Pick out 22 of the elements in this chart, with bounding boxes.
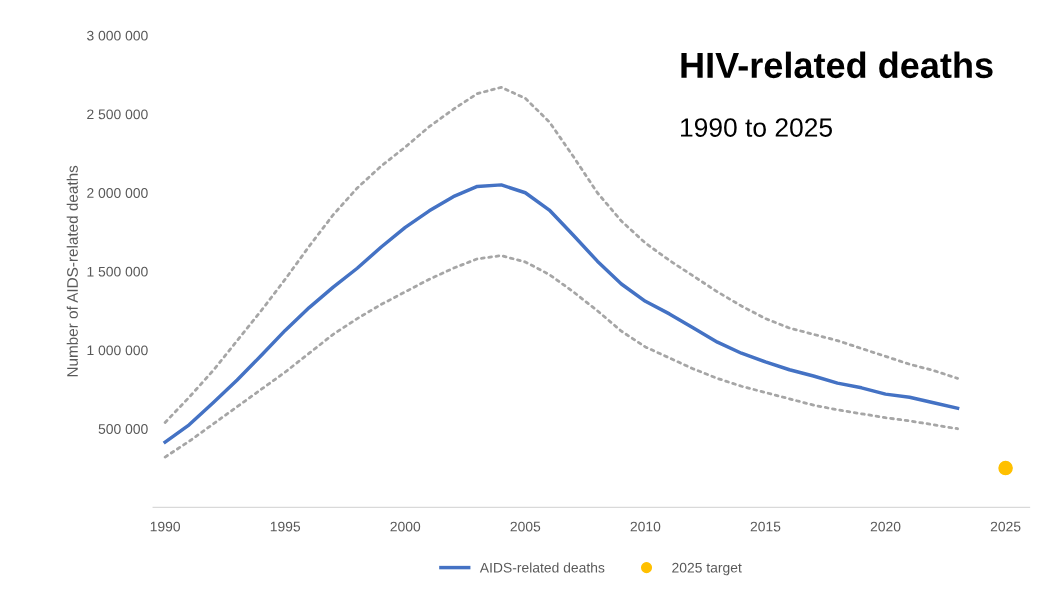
line-series [163, 254, 959, 459]
x-tick-label: 2015 [750, 521, 781, 532]
x-tick-label: 1990 [150, 521, 181, 532]
y-tick-label: 3 000 000 [87, 30, 148, 41]
y-tick-label: 1 000 000 [87, 345, 148, 356]
x-tick-label: 2025 [990, 521, 1021, 532]
y-tick-label: 2 500 000 [87, 109, 148, 120]
x-tick-label: 1995 [270, 521, 301, 532]
text: 1990 to 2025 [681, 118, 832, 137]
chart-title: HIV-related deaths [681, 51, 993, 79]
x-tick-label: 2010 [630, 521, 661, 532]
y-tick-label: 500 000 [98, 424, 148, 434]
legend-label: 2025 target [672, 562, 742, 576]
x-tick-label: 2020 [870, 521, 901, 532]
line-series [163, 85, 959, 424]
y-tick-label: 2 000 000 [87, 188, 148, 198]
x-tick-label: 2000 [390, 521, 421, 532]
legend-label: AIDS-related deaths [479, 562, 605, 573]
y-tick-label: 1 500 000 [87, 266, 148, 277]
x-tick-label: 2005 [510, 521, 541, 532]
line-series [163, 183, 960, 444]
y-axis-title: Number of AIDS-related deaths [66, 165, 78, 377]
